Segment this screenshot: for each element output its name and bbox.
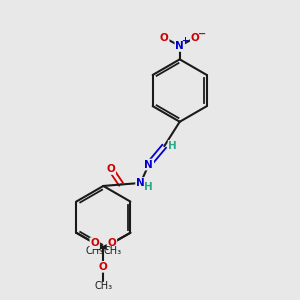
Text: N: N bbox=[175, 41, 184, 51]
Text: CH₃: CH₃ bbox=[94, 280, 112, 290]
Text: O: O bbox=[160, 33, 169, 43]
Text: O: O bbox=[108, 238, 116, 248]
Text: N: N bbox=[144, 160, 153, 170]
Text: O: O bbox=[99, 262, 108, 272]
Text: CH₃: CH₃ bbox=[85, 246, 103, 256]
Text: O: O bbox=[106, 164, 115, 174]
Text: H: H bbox=[144, 182, 153, 192]
Text: H: H bbox=[168, 140, 177, 151]
Text: N: N bbox=[136, 178, 145, 188]
Text: O: O bbox=[191, 33, 200, 43]
Text: O: O bbox=[90, 238, 99, 248]
Text: +: + bbox=[181, 36, 188, 45]
Text: CH₃: CH₃ bbox=[103, 246, 122, 256]
Text: −: − bbox=[198, 28, 206, 38]
